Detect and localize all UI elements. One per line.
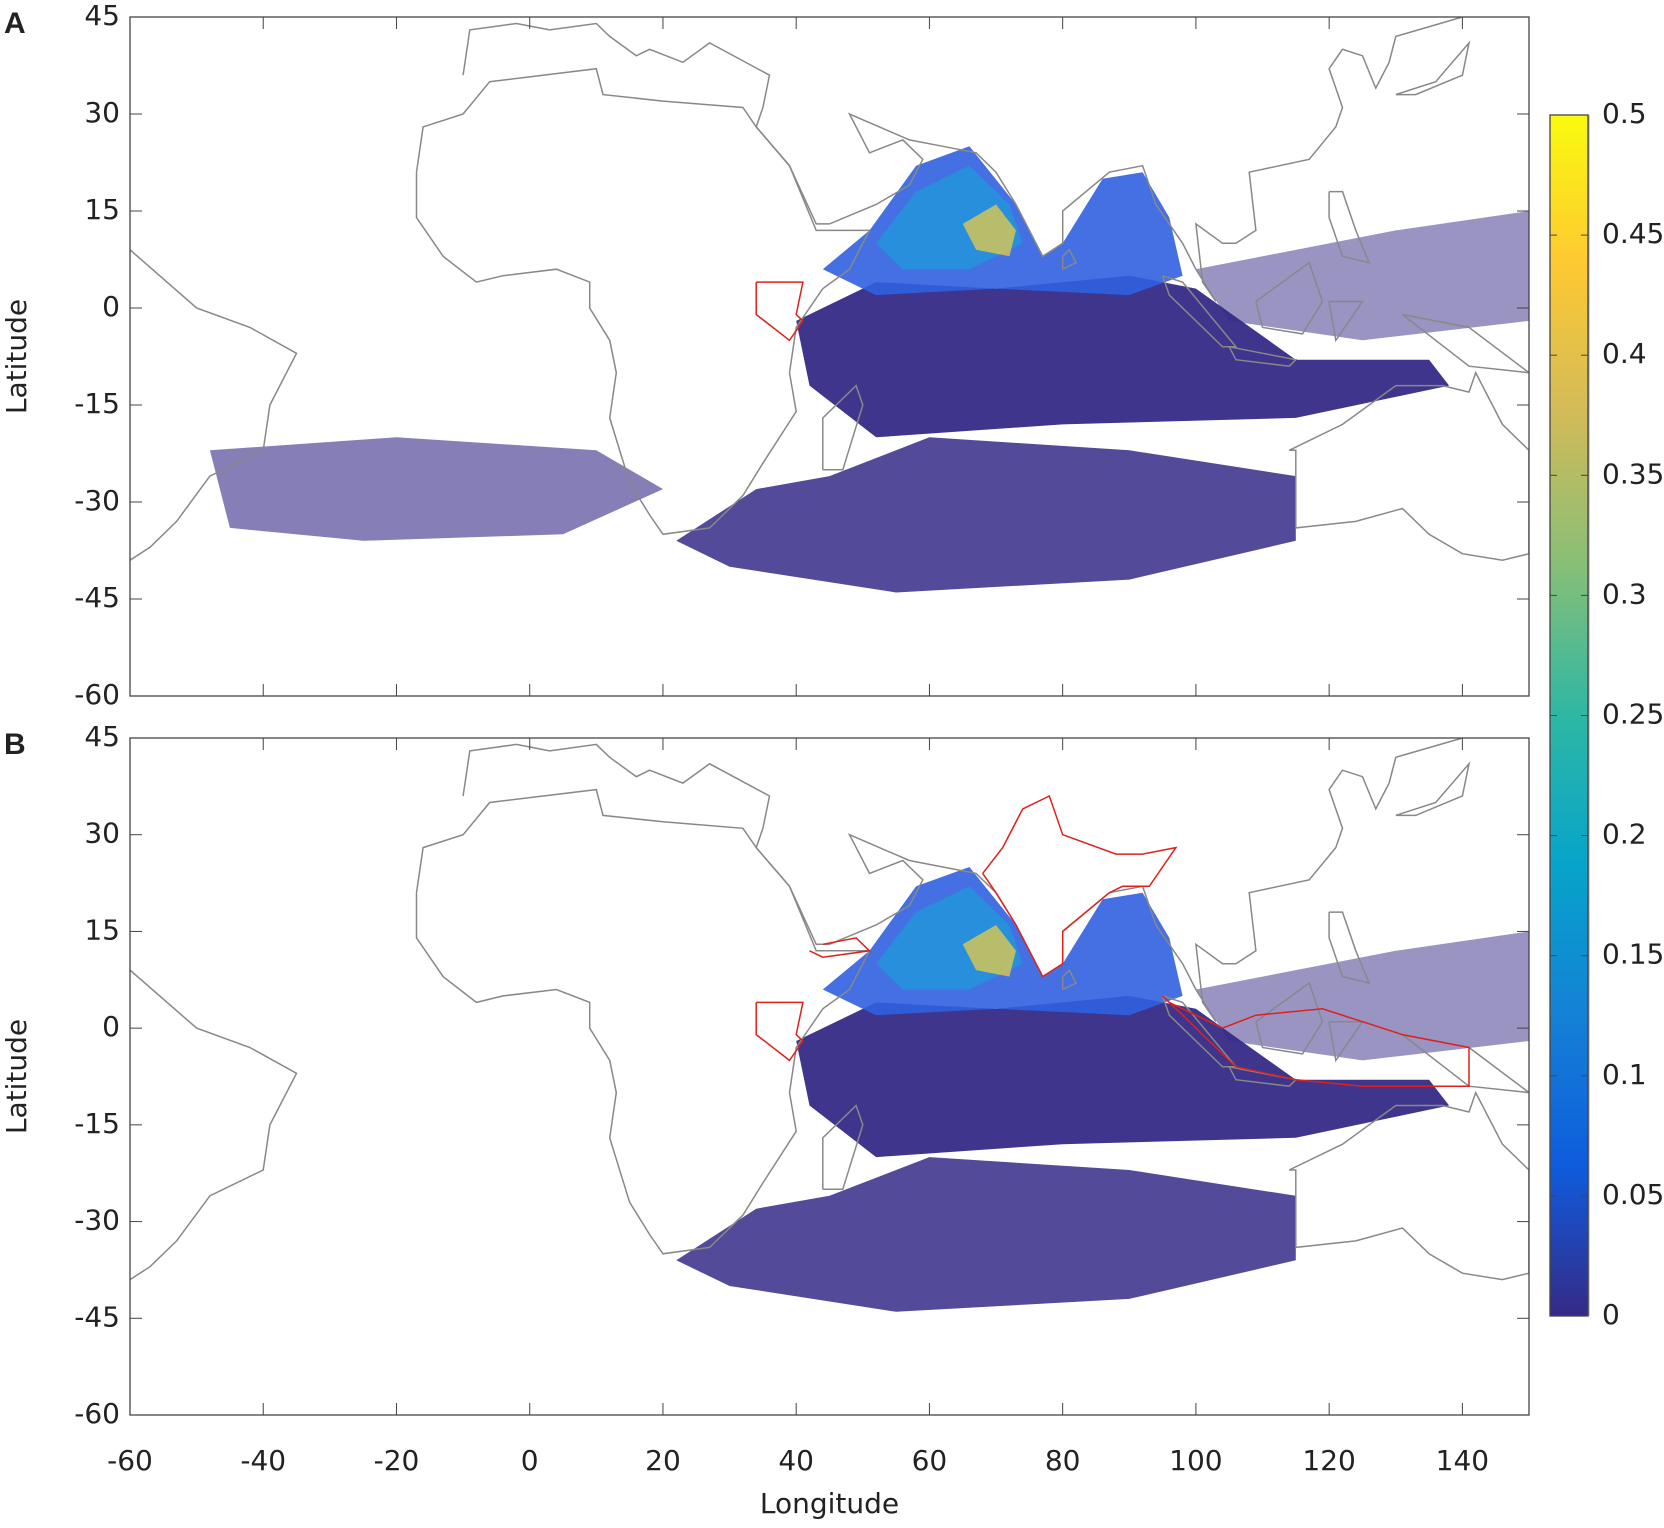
region-outline <box>982 794 1178 978</box>
colorbar-tick-label: 0.15 <box>1602 938 1664 971</box>
x-tick-label: 0 <box>521 1444 539 1477</box>
coastline <box>1328 300 1364 343</box>
coastline <box>822 1104 864 1191</box>
x-tick-label: -40 <box>240 1444 286 1477</box>
coastline <box>1395 761 1471 817</box>
colorbar-tick-label: 0.05 <box>1602 1178 1664 1211</box>
colorbar-tick-label: 0.3 <box>1602 577 1647 610</box>
y-tick-label: 45 <box>84 720 120 753</box>
panel-letter: A <box>4 7 26 40</box>
y-tick-label: -60 <box>74 1397 120 1430</box>
y-tick-label: 30 <box>84 817 120 850</box>
density-field <box>796 995 1450 1158</box>
x-axis-label: Longitude <box>760 1487 899 1520</box>
map-layer <box>130 738 1529 1312</box>
y-tick-label: -45 <box>74 581 120 614</box>
y-axis-label: Latitude <box>0 299 33 414</box>
map-layer <box>130 17 1529 593</box>
colorbar-tick-label: 0.4 <box>1602 337 1647 370</box>
region-outline <box>755 281 804 342</box>
y-tick-label: -60 <box>74 678 120 711</box>
density-field <box>962 925 1016 977</box>
x-tick-label: 60 <box>912 1444 948 1477</box>
density-field <box>1195 211 1529 341</box>
colorbar-tick-label: 0.5 <box>1602 97 1647 130</box>
x-tick-label: 40 <box>778 1444 814 1477</box>
y-tick-label: 0 <box>102 1010 120 1043</box>
coastline <box>1288 1090 1529 1281</box>
coastline <box>1228 346 1298 367</box>
x-tick-label: 120 <box>1302 1444 1355 1477</box>
coastline <box>462 17 1463 302</box>
colorbar-tick-label: 0.2 <box>1602 818 1647 851</box>
density-field <box>962 204 1016 257</box>
y-tick-label: 30 <box>84 96 120 129</box>
y-tick-label: -45 <box>74 1300 120 1333</box>
coastline <box>1288 370 1529 561</box>
region-outline <box>1162 995 1470 1087</box>
region-outline <box>809 937 872 958</box>
colorbar-tick-label: 0.35 <box>1602 457 1664 490</box>
coastline <box>1395 40 1471 96</box>
density-field <box>676 1157 1296 1312</box>
coastline <box>130 249 298 561</box>
x-tick-label: 140 <box>1436 1444 1489 1477</box>
colorbar-tick-label: 0 <box>1602 1298 1620 1331</box>
coastline <box>1255 261 1324 335</box>
density-field <box>796 275 1450 438</box>
x-tick-label: -20 <box>374 1444 420 1477</box>
y-axis-label: Latitude <box>0 1019 33 1134</box>
colorbar-tick-label: 0.1 <box>1602 1058 1647 1091</box>
density-field <box>676 437 1296 593</box>
coastline <box>1061 968 1078 991</box>
coastline <box>1255 981 1324 1055</box>
y-tick-label: -15 <box>74 387 120 420</box>
coastline <box>1328 1020 1364 1063</box>
colorbar-tick-label: 0.45 <box>1602 217 1664 250</box>
y-tick-label: -30 <box>74 1204 120 1237</box>
y-tick-label: 15 <box>84 193 120 226</box>
colorbar-tick-label: 0.25 <box>1602 698 1664 731</box>
coastline <box>415 67 871 536</box>
coastline <box>1328 190 1371 264</box>
y-tick-label: -30 <box>74 484 120 517</box>
panel-letter: B <box>4 728 26 761</box>
x-tick-label: 80 <box>1045 1444 1081 1477</box>
coastline <box>1401 313 1529 374</box>
region-outline <box>755 1001 804 1062</box>
x-tick-label: -60 <box>107 1444 153 1477</box>
coastline <box>130 969 298 1281</box>
coastline <box>415 788 871 1255</box>
coastline <box>822 384 864 471</box>
density-field <box>209 437 663 541</box>
y-tick-label: 45 <box>84 0 120 32</box>
y-tick-label: 15 <box>84 913 120 946</box>
density-field <box>1195 931 1529 1061</box>
coastline <box>1061 248 1078 270</box>
coastline <box>1328 911 1371 985</box>
x-tick-label: 20 <box>645 1444 681 1477</box>
y-tick-label: -15 <box>74 1107 120 1140</box>
axes-frame <box>129 16 1530 697</box>
axes-frame <box>129 737 1530 1416</box>
y-tick-label: 0 <box>102 290 120 323</box>
x-tick-label: 100 <box>1169 1444 1222 1477</box>
